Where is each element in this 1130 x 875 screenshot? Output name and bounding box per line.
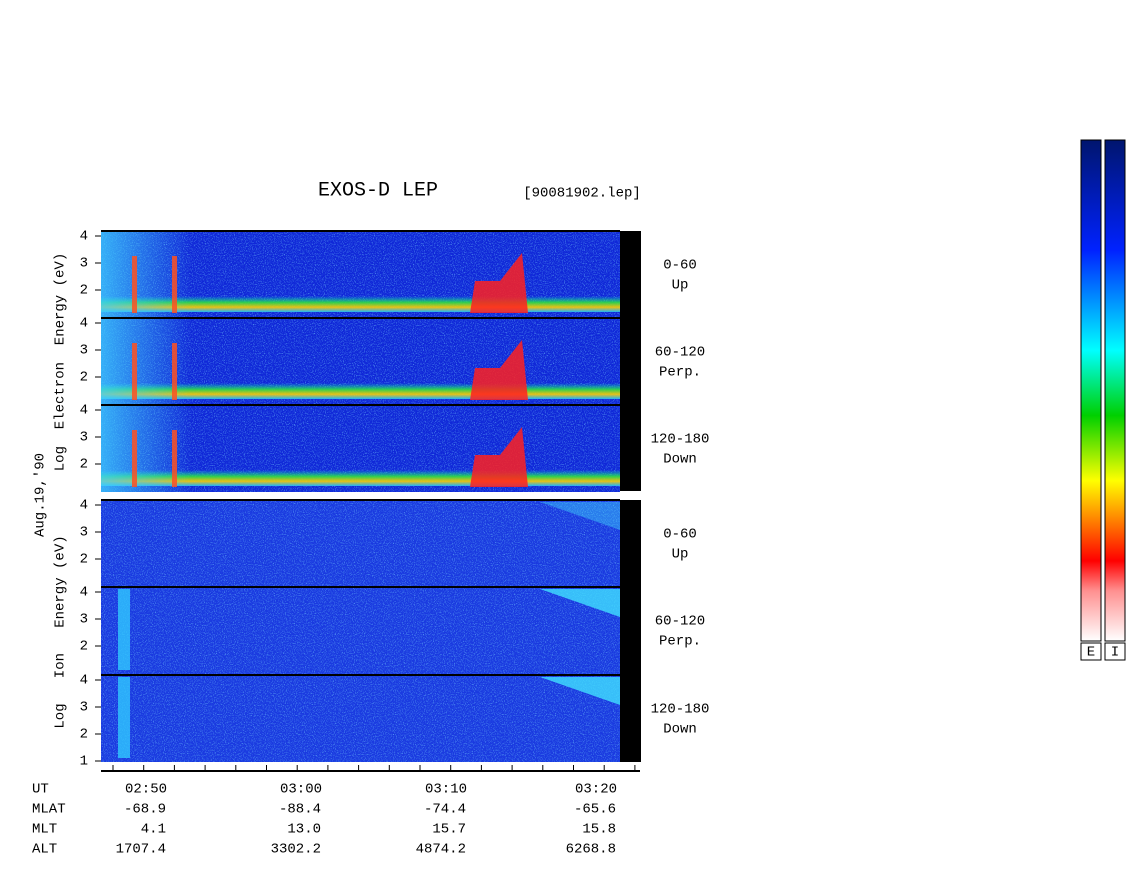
time-label: 02:50 — [125, 782, 167, 798]
precipitation — [470, 340, 528, 400]
row-name: UT — [32, 782, 49, 798]
tick-label: 3 — [80, 430, 88, 446]
pitch-angle: 60-120 — [655, 614, 705, 630]
group-label: Log Electron Energy (eV) — [53, 253, 69, 471]
row-value: 4.1 — [141, 822, 166, 838]
ion-beam — [118, 589, 130, 670]
row-name: MLT — [32, 822, 57, 838]
spike — [132, 430, 137, 487]
pitch-angle: 0-60 — [663, 527, 697, 543]
precipitation — [470, 253, 528, 313]
row-name: MLAT — [32, 802, 66, 818]
row-value: -88.4 — [279, 802, 321, 818]
direction: Up — [672, 547, 689, 563]
tick-label: 3 — [80, 525, 88, 541]
pitch-angle: 120-180 — [651, 432, 710, 448]
row-value: -68.9 — [124, 802, 166, 818]
ion-beam — [118, 677, 130, 758]
direction: Down — [663, 452, 697, 468]
direction: Perp. — [659, 365, 701, 381]
spectrogram-noise — [101, 500, 620, 587]
black-strip — [620, 231, 641, 491]
row-value: 15.8 — [582, 822, 616, 838]
tick-label: 3 — [80, 700, 88, 716]
black-strip — [620, 500, 641, 762]
cusp-region — [101, 231, 191, 318]
pitch-angle: 60-120 — [655, 345, 705, 361]
tick-label: 4 — [80, 229, 88, 245]
tick-label: 4 — [80, 673, 88, 689]
tick-label: 4 — [80, 585, 88, 601]
pitch-angle: 0-60 — [663, 258, 697, 274]
precipitation — [470, 427, 528, 487]
row-value: 4874.2 — [416, 842, 466, 858]
tick-label: 2 — [80, 552, 88, 568]
direction: Up — [672, 278, 689, 294]
tick-label: 2 — [80, 370, 88, 386]
row-value: 13.0 — [287, 822, 321, 838]
direction: Down — [663, 722, 697, 738]
time-label: 03:20 — [575, 782, 617, 798]
ion-upper — [540, 502, 620, 530]
spike — [172, 430, 177, 487]
spike — [172, 256, 177, 313]
direction: Perp. — [659, 634, 701, 650]
row-value: 3302.2 — [271, 842, 321, 858]
tick-label: 2 — [80, 639, 88, 655]
spike — [132, 256, 137, 313]
date: Aug.19,'90 — [33, 453, 49, 537]
spectrogram-noise — [101, 587, 620, 674]
row-value: -74.4 — [424, 802, 466, 818]
tick-label: 3 — [80, 612, 88, 628]
colorbar-label: E — [1087, 645, 1095, 661]
time-label: 03:00 — [280, 782, 322, 798]
tick-label: 2 — [80, 457, 88, 473]
colorbar — [1104, 139, 1126, 642]
spike — [172, 343, 177, 400]
group-label: Log Ion Energy (eV) — [53, 535, 69, 728]
time-label: 03:10 — [425, 782, 467, 798]
spectrogram-noise — [101, 675, 620, 762]
tick-label: 4 — [80, 403, 88, 419]
ion-upper — [540, 677, 620, 705]
tick-label: 4 — [80, 498, 88, 514]
ion-upper — [540, 589, 620, 617]
file-name: [90081902.lep] — [523, 186, 641, 202]
spike — [132, 343, 137, 400]
tick-label: 3 — [80, 256, 88, 272]
colorbar — [1080, 139, 1102, 642]
cusp-region — [101, 318, 191, 405]
title: EXOS-D LEP — [318, 179, 438, 202]
colorbar-box — [1080, 642, 1102, 661]
row-value: 6268.8 — [566, 842, 616, 858]
row-name: ALT — [32, 842, 57, 858]
tick-label: 4 — [80, 316, 88, 332]
row-value: 15.7 — [432, 822, 466, 838]
colorbar-label: I — [1111, 645, 1119, 661]
tick-label: 2 — [80, 283, 88, 299]
row-value: -65.6 — [574, 802, 616, 818]
cusp-region — [101, 405, 191, 492]
colorbar-box — [1104, 642, 1126, 661]
tick-label: 2 — [80, 727, 88, 743]
tick-label: 3 — [80, 343, 88, 359]
pitch-angle: 120-180 — [651, 702, 710, 718]
tick-label: 1 — [80, 754, 88, 770]
row-value: 1707.4 — [116, 842, 166, 858]
